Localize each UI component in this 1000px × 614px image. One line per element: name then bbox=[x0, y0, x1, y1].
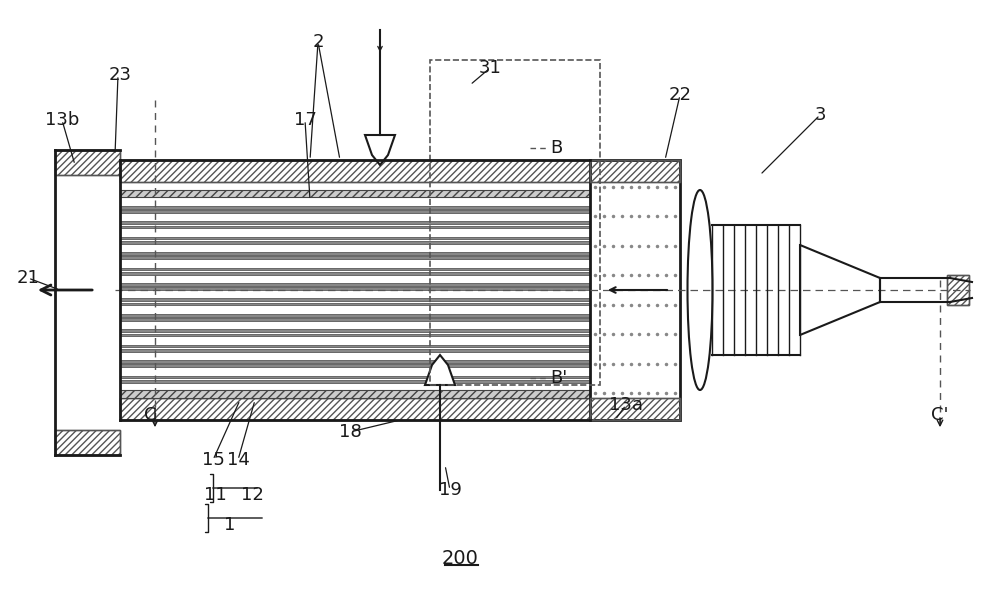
Bar bbox=[120, 349, 590, 352]
Bar bbox=[120, 210, 590, 213]
Bar bbox=[55, 430, 120, 455]
Text: 12: 12 bbox=[241, 486, 263, 504]
Bar bbox=[120, 206, 590, 209]
Text: 1: 1 bbox=[224, 516, 236, 534]
Bar bbox=[590, 398, 680, 420]
Text: 21: 21 bbox=[17, 269, 39, 287]
Bar bbox=[120, 225, 590, 228]
Bar bbox=[590, 160, 680, 182]
Bar bbox=[55, 430, 120, 455]
Bar bbox=[55, 150, 120, 175]
Text: 18: 18 bbox=[339, 423, 361, 441]
Bar bbox=[120, 398, 590, 420]
Text: 13b: 13b bbox=[45, 111, 79, 129]
Text: 17: 17 bbox=[294, 111, 316, 129]
Polygon shape bbox=[425, 355, 455, 385]
Bar bbox=[120, 380, 590, 383]
Text: B: B bbox=[550, 139, 562, 157]
Text: B': B' bbox=[550, 369, 567, 387]
Text: 3: 3 bbox=[814, 106, 826, 124]
Bar bbox=[120, 329, 590, 332]
Bar bbox=[947, 275, 969, 305]
Bar bbox=[590, 160, 680, 182]
Bar bbox=[120, 376, 590, 378]
Text: 2: 2 bbox=[312, 33, 324, 51]
Text: 23: 23 bbox=[109, 66, 132, 84]
Bar bbox=[120, 160, 590, 182]
Text: 22: 22 bbox=[668, 86, 692, 104]
Bar bbox=[120, 241, 590, 244]
Bar bbox=[120, 287, 590, 290]
Bar bbox=[120, 318, 590, 321]
Bar bbox=[120, 333, 590, 336]
Bar bbox=[120, 360, 590, 363]
Text: 14: 14 bbox=[227, 451, 249, 469]
Bar bbox=[120, 268, 590, 270]
Bar bbox=[120, 303, 590, 305]
Bar bbox=[430, 60, 600, 385]
Bar bbox=[120, 398, 590, 420]
Bar bbox=[120, 298, 590, 301]
Bar bbox=[947, 275, 969, 305]
Bar bbox=[120, 283, 590, 286]
Bar bbox=[120, 252, 590, 255]
Bar bbox=[120, 237, 590, 239]
Bar bbox=[120, 272, 590, 274]
Bar bbox=[120, 365, 590, 367]
Bar bbox=[120, 257, 590, 259]
Text: 13a: 13a bbox=[609, 396, 643, 414]
Text: 11: 11 bbox=[204, 486, 226, 504]
Text: 19: 19 bbox=[439, 481, 461, 499]
Bar bbox=[590, 160, 680, 420]
Text: 200: 200 bbox=[442, 548, 478, 567]
Bar bbox=[120, 160, 590, 182]
Bar bbox=[120, 345, 590, 348]
Bar bbox=[120, 391, 590, 398]
Bar bbox=[120, 314, 590, 317]
Text: C: C bbox=[144, 406, 156, 424]
Text: 31: 31 bbox=[479, 59, 501, 77]
Polygon shape bbox=[365, 135, 395, 165]
Text: 15: 15 bbox=[202, 451, 224, 469]
Bar bbox=[120, 221, 590, 224]
Bar bbox=[120, 190, 590, 198]
Text: C': C' bbox=[931, 406, 949, 424]
Bar bbox=[590, 398, 680, 420]
Bar bbox=[55, 150, 120, 175]
Ellipse shape bbox=[688, 190, 712, 390]
